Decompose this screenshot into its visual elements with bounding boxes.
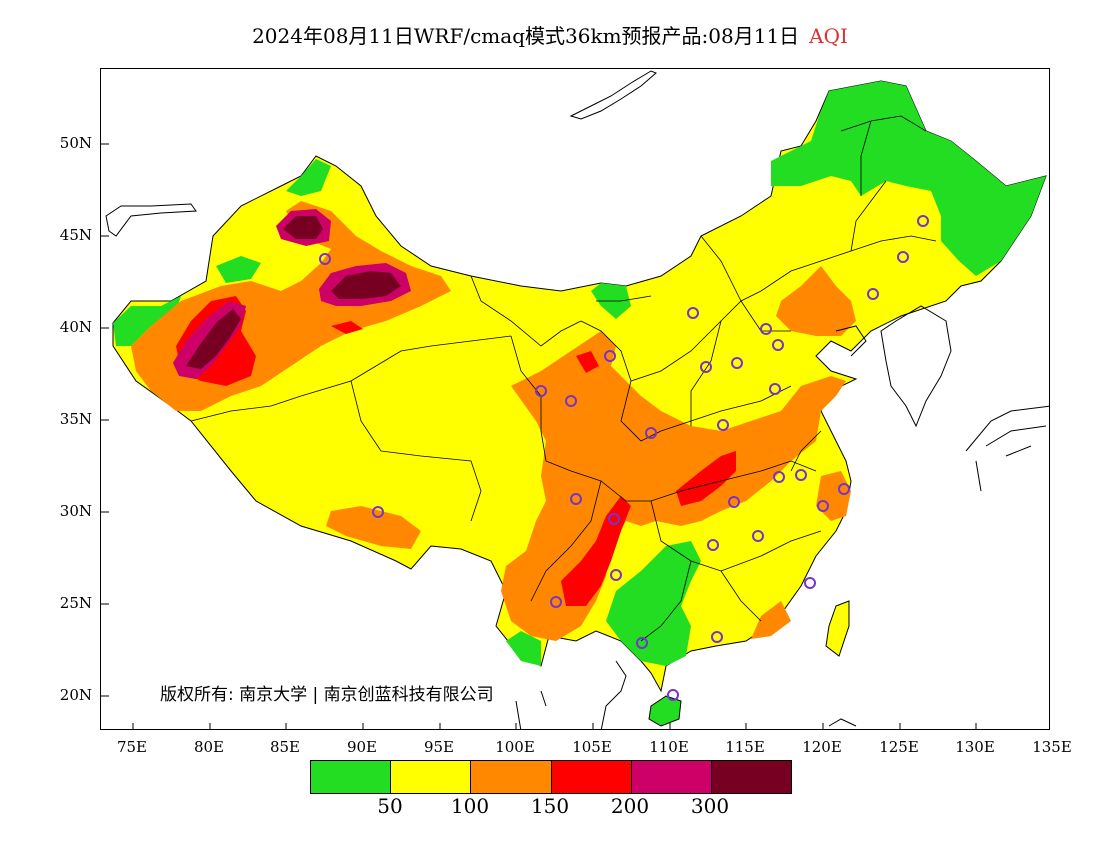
lon-label-125e: 125E — [879, 738, 919, 756]
lon-label-110e: 110E — [649, 738, 689, 756]
lon-label-100e: 100E — [495, 738, 535, 756]
region-hazardous-xinjiang-n — [283, 216, 323, 239]
lon-label-115e: 115E — [725, 738, 765, 756]
region-good-southwest — [506, 631, 541, 666]
aqi-legend — [310, 760, 792, 794]
lon-label-85e: 85E — [269, 738, 301, 756]
aqi-map — [101, 70, 1049, 729]
region-hazardous-xinjiang-w — [186, 309, 241, 369]
lat-label-40n: 40N — [59, 318, 92, 336]
map-frame — [100, 68, 1050, 730]
province-boundaries — [190, 115, 937, 642]
lon-label-120e: 120E — [802, 738, 842, 756]
title-main: 2024年08月11日WRF/cmaq模式36km预报产品:08月11日 — [252, 24, 800, 48]
coastline-indochina — [515, 660, 857, 729]
lon-label-75e: 75E — [116, 738, 148, 756]
lat-label-50n: 50N — [59, 134, 92, 152]
legend-label-200: 200 — [610, 794, 650, 818]
legend-swatch-hazardous — [711, 761, 792, 793]
lon-label-80e: 80E — [193, 738, 225, 756]
legend-label-150: 150 — [530, 794, 570, 818]
legend-swatch-sensitive — [471, 761, 552, 793]
coastline-russia-lake — [569, 70, 657, 120]
legend-label-300: 300 — [690, 794, 730, 818]
station-markers — [319, 215, 929, 701]
region-good-hainan — [648, 695, 682, 727]
lon-label-90e: 90E — [346, 738, 378, 756]
map-title: 2024年08月11日WRF/cmaq模式36km预报产品:08月11日 AQI — [0, 20, 1100, 49]
lat-label-45n: 45N — [59, 226, 92, 244]
lat-label-20n: 20N — [59, 686, 92, 704]
axis-ticks — [101, 143, 977, 729]
title-variable: AQI — [809, 24, 848, 48]
coastline-korea — [880, 305, 952, 428]
legend-swatch-very-unhealthy — [631, 761, 712, 793]
region-sensitive-south-coast — [751, 601, 791, 639]
coastline-japan — [965, 405, 1049, 492]
legend-swatch-good — [311, 761, 392, 793]
legend-label-50: 50 — [377, 794, 403, 818]
region-sensitive-beijing — [776, 266, 856, 336]
region-unhealthy-xinjiang-small — [331, 321, 363, 334]
lon-label-130e: 130E — [955, 738, 995, 756]
coastline-kazakh-lake — [105, 203, 197, 237]
coastline-bohai — [835, 325, 867, 357]
legend-swatch-moderate — [391, 761, 472, 793]
lat-label-35n: 35N — [59, 410, 92, 428]
legend-swatch-unhealthy — [551, 761, 632, 793]
region-sensitive-tibet — [326, 506, 421, 549]
region-good-nw-tip — [286, 159, 331, 196]
lon-label-95e: 95E — [423, 738, 455, 756]
region-good-xinjiang — [216, 256, 261, 283]
copyright-text: 版权所有: 南京大学 | 南京创蓝科技有限公司 — [160, 685, 494, 705]
lon-label-105e: 105E — [572, 738, 612, 756]
lon-label-135e: 135E — [1032, 738, 1072, 756]
lat-label-25n: 25N — [59, 594, 92, 612]
region-unhealthy-shaanxi — [576, 351, 599, 373]
region-good-south — [606, 541, 701, 666]
region-good-northeast — [771, 81, 1046, 276]
region-hazardous-xinjiang-e — [331, 271, 401, 299]
region-good-west — [113, 296, 181, 346]
region-unhealthy-hubei — [676, 451, 736, 506]
lat-label-30n: 30N — [59, 502, 92, 520]
region-moderate-taiwan — [825, 600, 850, 657]
legend-label-100: 100 — [450, 794, 490, 818]
